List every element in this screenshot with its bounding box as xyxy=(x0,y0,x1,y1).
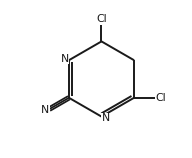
Text: Cl: Cl xyxy=(156,93,166,103)
Text: N: N xyxy=(102,113,110,123)
Text: Cl: Cl xyxy=(96,14,107,24)
Text: N: N xyxy=(60,54,69,64)
Text: N: N xyxy=(41,105,49,115)
